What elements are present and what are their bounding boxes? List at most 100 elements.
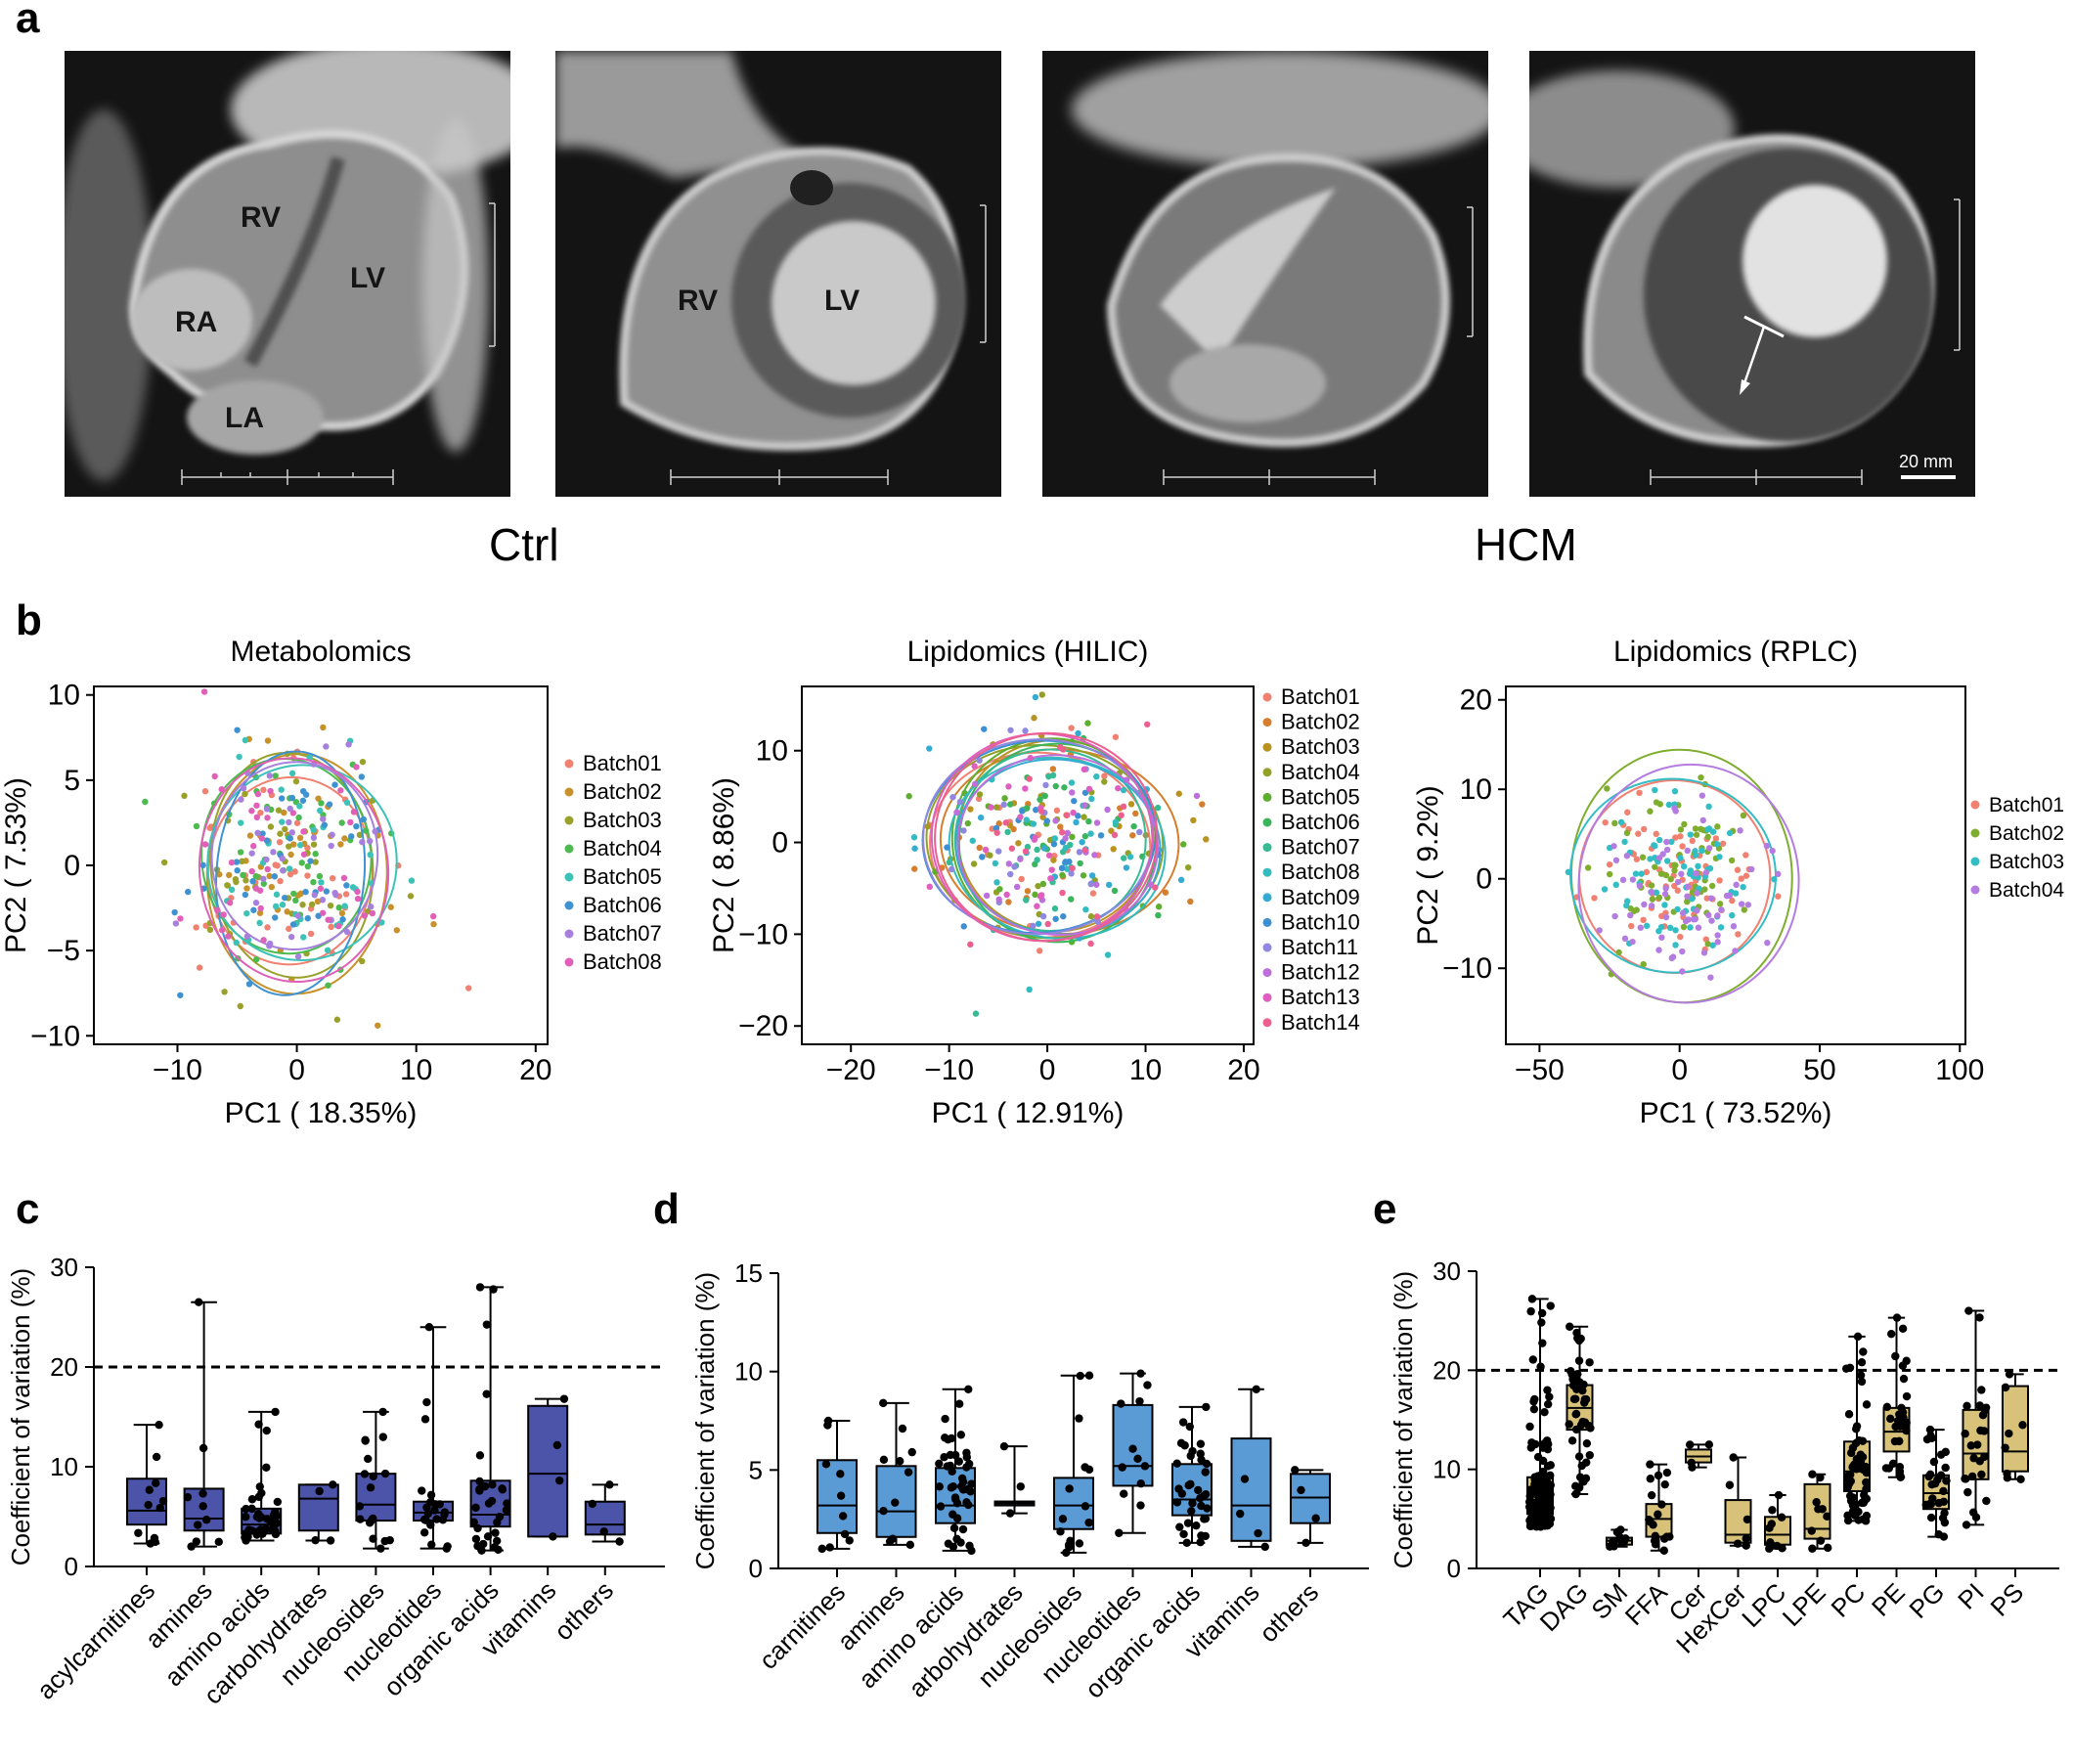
data-point <box>1575 1473 1585 1481</box>
data-point <box>1742 1534 1750 1543</box>
legend-marker <box>1262 792 1272 802</box>
data-point <box>289 810 297 816</box>
data-point <box>1073 818 1080 826</box>
data-point <box>1091 852 1098 859</box>
data-point <box>258 835 266 842</box>
data-point <box>1767 1520 1777 1528</box>
data-point <box>1034 857 1040 863</box>
legend-label: Batch06 <box>583 893 662 917</box>
data-point <box>1606 870 1613 878</box>
data-point <box>1140 1462 1150 1471</box>
data-point <box>1742 872 1750 879</box>
data-point <box>941 1414 949 1424</box>
data-point <box>1671 882 1678 890</box>
data-point <box>1187 898 1194 905</box>
data-point <box>1574 1452 1584 1461</box>
data-point <box>1639 854 1647 860</box>
data-point <box>369 1472 377 1481</box>
data-point <box>1862 1469 1872 1477</box>
legend-label: Batch08 <box>1281 860 1360 884</box>
box-chart-1: 0 10 20 30 Coefficient of variation (%) acylc… <box>6 1253 665 1710</box>
data-point <box>273 891 281 898</box>
data-point <box>1017 814 1024 820</box>
data-point <box>1060 912 1067 920</box>
data-point <box>2005 1429 2013 1438</box>
data-point <box>1111 887 1119 895</box>
series-Batch04: Batch04 <box>1577 763 2064 1004</box>
data-point <box>328 923 334 931</box>
legend-label: Batch04 <box>583 836 662 860</box>
data-point <box>905 793 912 800</box>
data-point <box>243 933 251 940</box>
data-point <box>1081 833 1089 840</box>
data-point <box>228 886 236 894</box>
data-point <box>1610 843 1617 850</box>
data-point <box>262 1463 271 1472</box>
data-point <box>358 773 366 780</box>
category-label: PS <box>1985 1577 2030 1622</box>
data-point <box>1538 1443 1548 1452</box>
data-point <box>1764 939 1771 947</box>
data-point <box>1655 855 1663 861</box>
data-point <box>2001 1443 2009 1452</box>
data-point <box>1111 831 1119 839</box>
data-point <box>879 1398 888 1408</box>
data-point <box>987 852 993 859</box>
data-point <box>145 1485 154 1494</box>
data-point <box>1663 838 1670 846</box>
data-point <box>1680 862 1688 870</box>
data-point <box>1612 857 1620 863</box>
data-point <box>1008 845 1016 852</box>
data-point <box>1707 974 1714 981</box>
data-point <box>1975 1401 1984 1410</box>
data-point <box>2005 1370 2014 1379</box>
data-point <box>296 842 304 849</box>
data-point <box>1714 823 1721 830</box>
data-point <box>361 1435 370 1444</box>
data-point <box>1001 795 1008 802</box>
data-point <box>1843 1482 1852 1492</box>
legend-marker <box>564 872 574 882</box>
data-point <box>1733 881 1740 889</box>
data-point <box>1677 826 1685 833</box>
data-point <box>1926 1513 1936 1522</box>
data-point <box>320 816 327 822</box>
x-tick-label: 0 <box>1671 1054 1688 1086</box>
data-point <box>253 814 260 821</box>
data-point <box>1084 1518 1093 1527</box>
data-point <box>1726 892 1734 900</box>
data-point <box>1064 1540 1074 1550</box>
data-point <box>286 843 292 850</box>
data-point <box>972 780 979 788</box>
data-point <box>979 854 986 860</box>
data-point <box>242 736 249 744</box>
x-tick-label: 10 <box>1129 1054 1162 1086</box>
data-point <box>1526 1306 1535 1316</box>
data-point <box>1698 847 1705 855</box>
data-point <box>1679 948 1686 955</box>
data-point <box>1740 883 1746 891</box>
data-point <box>393 927 400 934</box>
box-chart-3: 0 10 20 30 Coefficient of variation (%) TAGDA… <box>1389 1257 2059 1659</box>
data-point <box>271 1526 280 1536</box>
data-point <box>995 896 1002 904</box>
data-point <box>1201 1468 1210 1477</box>
data-point <box>1684 893 1691 900</box>
data-point <box>1179 1529 1188 1539</box>
data-point <box>599 1527 608 1536</box>
data-point <box>172 920 180 927</box>
data-point <box>1068 896 1075 903</box>
plot-frame <box>93 685 549 1045</box>
data-point <box>1081 802 1088 809</box>
data-point <box>1705 911 1712 919</box>
data-point <box>376 1544 385 1553</box>
data-point <box>288 794 296 802</box>
y-tick-label: −5 <box>47 935 80 967</box>
data-point <box>1714 932 1721 939</box>
data-point <box>1704 833 1711 841</box>
data-point <box>1577 1380 1587 1389</box>
data-point <box>1050 841 1058 848</box>
data-point <box>1635 830 1642 837</box>
legend-label: Batch02 <box>583 779 662 804</box>
legend-label: Batch02 <box>1989 822 2064 845</box>
